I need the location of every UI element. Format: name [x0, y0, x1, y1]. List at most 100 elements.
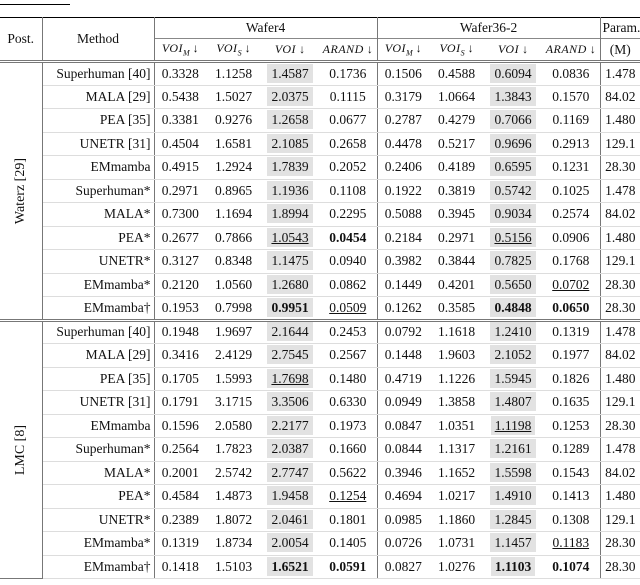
value-cell: 1.8072 [206, 508, 261, 532]
value: 2.0387 [267, 439, 313, 459]
value-cell: 0.6094 [484, 60, 543, 86]
param-cell: 28.30 [600, 414, 640, 438]
metric-arrow: ↓ [522, 42, 529, 56]
value-cell: 0.6595 [484, 155, 543, 180]
value-cell: 0.4719 [377, 367, 430, 391]
value: 0.4848 [490, 297, 536, 317]
method-cell: UNETR [31] [42, 132, 155, 156]
value: 0.0906 [552, 229, 590, 245]
value: 0.3982 [384, 253, 422, 269]
value: 0.0862 [329, 276, 367, 292]
value-cell: 0.3328 [154, 60, 206, 86]
dataset-header: Wafer4 [154, 17, 378, 39]
value-cell: 0.2184 [377, 226, 430, 250]
value-cell: 0.7825 [484, 249, 543, 274]
value: 1.1198 [490, 415, 536, 435]
value: 0.1183 [552, 535, 590, 551]
value-cell: 1.2410 [484, 318, 543, 344]
param-cell: 1.478 [600, 437, 640, 462]
value-cell: 1.1457 [484, 531, 543, 556]
value: 1.1618 [437, 324, 476, 340]
value-cell: 1.1226 [429, 367, 485, 391]
value-cell: 0.1705 [154, 367, 206, 391]
data-row: UNETR* 0.2389 1.8072 2.0461 0.1801 0.0985 1.18… [0, 508, 640, 532]
value: 0.2453 [329, 324, 367, 340]
value-cell: 0.7866 [206, 226, 261, 250]
method-cell: EMmamba† [42, 555, 155, 579]
value: 1.2680 [267, 274, 313, 294]
value-cell: 1.1652 [429, 461, 485, 485]
value: 0.2574 [552, 206, 590, 222]
value: 0.9696 [490, 133, 536, 153]
value: 0.1922 [384, 182, 422, 198]
value: 1.4587 [267, 64, 313, 83]
post-header: Post. [0, 17, 43, 62]
rule [0, 4, 70, 5]
value: 0.1025 [552, 182, 590, 198]
param-cell: 129.1 [600, 132, 640, 156]
value-cell: 0.4478 [377, 132, 430, 156]
value-cell: 2.1085 [261, 132, 319, 156]
value-cell: 2.1644 [261, 318, 319, 344]
value-cell: 0.1319 [154, 531, 206, 556]
value: 0.6330 [329, 394, 367, 410]
value-cell: 0.0591 [319, 555, 378, 579]
value: 0.3381 [161, 112, 199, 128]
value: 0.3179 [384, 88, 422, 104]
data-row: EMmamba 0.4915 1.2924 1.7839 0.2052 0.2406 0.4… [0, 155, 640, 180]
value-cell: 0.1480 [319, 367, 378, 391]
value: 0.7300 [161, 206, 199, 222]
value-cell: 0.2564 [154, 437, 206, 462]
value-cell: 0.1448 [377, 343, 430, 368]
param-cell: 84.02 [600, 343, 640, 368]
value: 0.9951 [267, 297, 313, 317]
param-cell: 1.478 [600, 60, 640, 86]
value: 0.1973 [329, 417, 367, 433]
data-row: Superhuman* 0.2564 1.7823 2.0387 0.1660 0.084… [0, 437, 640, 462]
value-cell: 0.1074 [542, 555, 601, 579]
value: 0.0844 [384, 441, 422, 457]
value-cell: 0.1922 [377, 179, 430, 203]
method-cell: EMmamba* [42, 273, 155, 297]
value-cell: 0.1635 [542, 390, 601, 415]
value-cell: 0.2787 [377, 108, 430, 133]
value: 1.1694 [214, 206, 253, 222]
method-cell: PEA [35] [42, 367, 155, 391]
value-cell: 1.2845 [484, 508, 543, 532]
method-cell: EMmamba [42, 414, 155, 438]
value: 0.1596 [161, 417, 199, 433]
value-cell: 0.3945 [429, 202, 485, 227]
value: 0.0827 [384, 558, 422, 574]
metric-header: ARAND ↓ [319, 38, 378, 62]
value: 0.1308 [552, 511, 590, 527]
value: 1.5945 [490, 368, 536, 388]
value: 0.4915 [161, 159, 199, 175]
value: 0.1635 [552, 394, 590, 410]
param-cell: 129.1 [600, 390, 640, 415]
value-cell: 2.7545 [261, 343, 319, 368]
value: 0.4694 [384, 488, 422, 504]
value-cell: 1.0217 [429, 484, 485, 509]
param-cell: 129.1 [600, 508, 640, 532]
data-row: EMmamba* 0.2120 1.0560 1.2680 0.0862 0.1449 0.… [0, 273, 640, 297]
dataset-header: Wafer36-2 [377, 17, 601, 39]
data-row: EMmamba† 0.1418 1.5103 1.6521 0.0591 0.0827 1.… [0, 555, 640, 579]
value-cell: 0.1973 [319, 414, 378, 438]
metric-arrow: ↓ [366, 42, 373, 56]
value-cell: 0.1977 [542, 343, 601, 368]
results-table: Post. Method Wafer4 Wafer36-2 Param. VOIM ↓ VO… [0, 17, 640, 579]
value-cell: 0.0702 [542, 273, 601, 297]
metric-name: VOI [161, 41, 183, 56]
value-cell: 0.1413 [542, 484, 601, 509]
value: 0.5088 [384, 206, 422, 222]
value-cell: 1.1694 [206, 202, 261, 227]
value: 1.5027 [214, 88, 253, 104]
value-cell: 1.5027 [206, 85, 261, 109]
metric-sub: M [182, 48, 190, 58]
value: 0.1736 [329, 65, 367, 81]
data-row: MALA [29] 0.3416 2.4129 2.7545 0.2567 0.1448 1… [0, 343, 640, 368]
value-cell: 1.7698 [261, 367, 319, 391]
value-cell: 0.0827 [377, 555, 430, 579]
value: 0.4719 [384, 370, 422, 386]
param-header: Param. [600, 17, 640, 39]
